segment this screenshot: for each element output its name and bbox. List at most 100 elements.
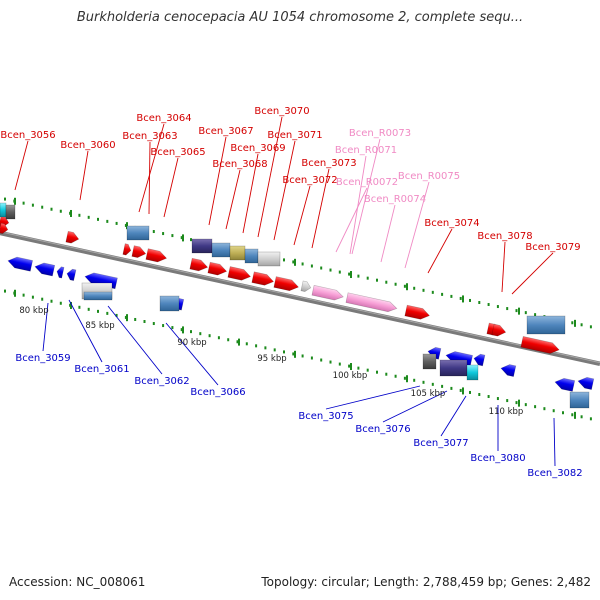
callout-line	[42, 302, 49, 352]
rna-gene-arrow	[345, 292, 398, 313]
reverse-gene-label: Bcen_3075	[298, 411, 353, 422]
forward-gene-label: Bcen_3074	[424, 218, 479, 229]
callout-line	[68, 299, 103, 363]
callout-line	[163, 157, 179, 218]
forward-gene-label: Bcen_3070	[254, 106, 309, 117]
gene-block-steel	[83, 291, 113, 301]
callout-lines	[14, 116, 556, 467]
reverse-gene-label: Bcen_3059	[15, 353, 70, 364]
forward-gene-arrow	[520, 336, 560, 354]
callout-line	[335, 187, 368, 253]
forward-gene-arrow	[189, 257, 209, 272]
reverse-gene-arrow	[500, 364, 517, 377]
reverse-gene-arrow	[34, 262, 56, 277]
rna-gene-arrow	[311, 284, 344, 301]
rna-gene-label: Bcen_R0075	[398, 171, 460, 182]
scale-label: 85 kbp	[85, 321, 114, 331]
reverse-gene-label: Bcen_3061	[74, 364, 129, 375]
callout-line	[257, 116, 283, 238]
reverse-gene-label: Bcen_3076	[355, 424, 410, 435]
reverse-gene-arrow	[554, 378, 576, 392]
chromosome-backbone	[0, 230, 600, 366]
callout-line	[165, 322, 219, 386]
forward-gene-label: Bcen_3078	[477, 231, 532, 242]
accession-label: Accession: NC_008061	[9, 575, 146, 589]
callout-line	[148, 141, 151, 215]
forward-gene-label: Bcen_3056	[0, 130, 55, 141]
gene-block-steel	[126, 225, 150, 241]
gene-block-cyan	[0, 202, 7, 218]
forward-gene-arrow	[145, 248, 168, 263]
callout-line	[273, 140, 296, 241]
reverse-gene-label: Bcen_3077	[413, 438, 468, 449]
callout-line	[380, 204, 396, 263]
gene-block-olive	[229, 245, 246, 261]
forward-gene-label: Bcen_3069	[230, 143, 285, 154]
scale-label: 80 kbp	[19, 306, 48, 316]
gene-block-steel	[526, 315, 566, 335]
callout-line	[351, 138, 381, 255]
scale-labels: 80 kbp 85 kbp 90 kbp 95 kbp 100 kbp 105 kbp 11…	[19, 306, 523, 417]
callout-line	[382, 390, 448, 423]
callout-line	[242, 153, 259, 234]
forward-gene-arrow	[227, 266, 252, 281]
forward-gene-arrow	[251, 271, 275, 286]
forward-gene-arrow	[65, 230, 80, 244]
rna-gene-label: Bcen_R0071	[335, 145, 397, 156]
callout-line	[79, 150, 89, 201]
reverse-gene-arrow	[7, 256, 33, 272]
forward-gene-label: Bcen_3073	[301, 158, 356, 169]
gene-block-navy	[191, 238, 213, 254]
callout-line	[427, 228, 453, 274]
reverse-gene-arrow	[66, 268, 77, 282]
pseudo-gene-box	[300, 280, 312, 292]
forward-gene-arrow	[207, 261, 228, 276]
forward-gene-arrow	[0, 222, 9, 234]
callout-line	[311, 168, 330, 249]
gene-block-dgray	[422, 353, 437, 370]
map-title: Burkholderia cenocepacia AU 1054 chromos…	[76, 10, 524, 25]
rna-gene-label: Bcen_R0072	[336, 177, 398, 188]
callout-line	[138, 123, 165, 213]
reverse-gene-label: Bcen_3080	[470, 453, 525, 464]
forward-gene-label: Bcen_3067	[198, 126, 253, 137]
forward-gene-label: Bcen_3065	[150, 147, 205, 158]
backbone-highlight	[0, 231, 600, 364]
forward-gene-label: Bcen_3060	[60, 140, 115, 151]
reverse-gene-label: Bcen_3066	[190, 387, 245, 398]
callout-line	[511, 252, 554, 295]
forward-gene-arrow	[273, 276, 299, 292]
genome-stats: Topology: circular; Length: 2,788,459 bp…	[261, 575, 591, 589]
gene-block-dgray	[5, 204, 16, 220]
scale-label: 110 kbp	[489, 407, 524, 417]
forward-gene-label: Bcen_3071	[267, 130, 322, 141]
forward-gene-arrow	[131, 245, 147, 258]
forward-gene-arrow	[122, 243, 132, 256]
callout-line	[553, 417, 556, 467]
reverse-gene-arrow	[577, 377, 595, 390]
reverse-gene-label: Bcen_3062	[134, 376, 189, 387]
forward-gene-label: Bcen_3072	[282, 175, 337, 186]
reverse-gene-label: Bcen_3082	[527, 468, 582, 479]
forward-gene-label: Bcen_3079	[525, 242, 580, 253]
scale-label: 90 kbp	[177, 338, 206, 348]
callout-line	[349, 155, 367, 255]
gene-block-navy	[439, 359, 468, 377]
callout-line	[440, 395, 467, 437]
callout-line	[325, 385, 421, 410]
rna-gene-label: Bcen_R0074	[364, 194, 426, 205]
scale-label: 105 kbp	[411, 389, 446, 399]
rna-gene-label: Bcen_R0073	[349, 128, 411, 139]
callout-line	[293, 185, 311, 246]
forward-gene-arrow	[404, 304, 430, 320]
reverse-gene-arrow	[56, 266, 65, 279]
callout-line	[14, 140, 29, 191]
gene-block-steel	[569, 391, 590, 409]
gene-block-steel	[211, 242, 231, 258]
gene-labels: Bcen_3056 Bcen_3060 Bcen_3064 Bcen_3063 Bcen…	[0, 106, 582, 479]
backbone-line	[0, 230, 600, 366]
callout-line	[501, 241, 506, 293]
gene-block-cyan	[466, 364, 479, 381]
gene-block-steel	[159, 295, 180, 312]
